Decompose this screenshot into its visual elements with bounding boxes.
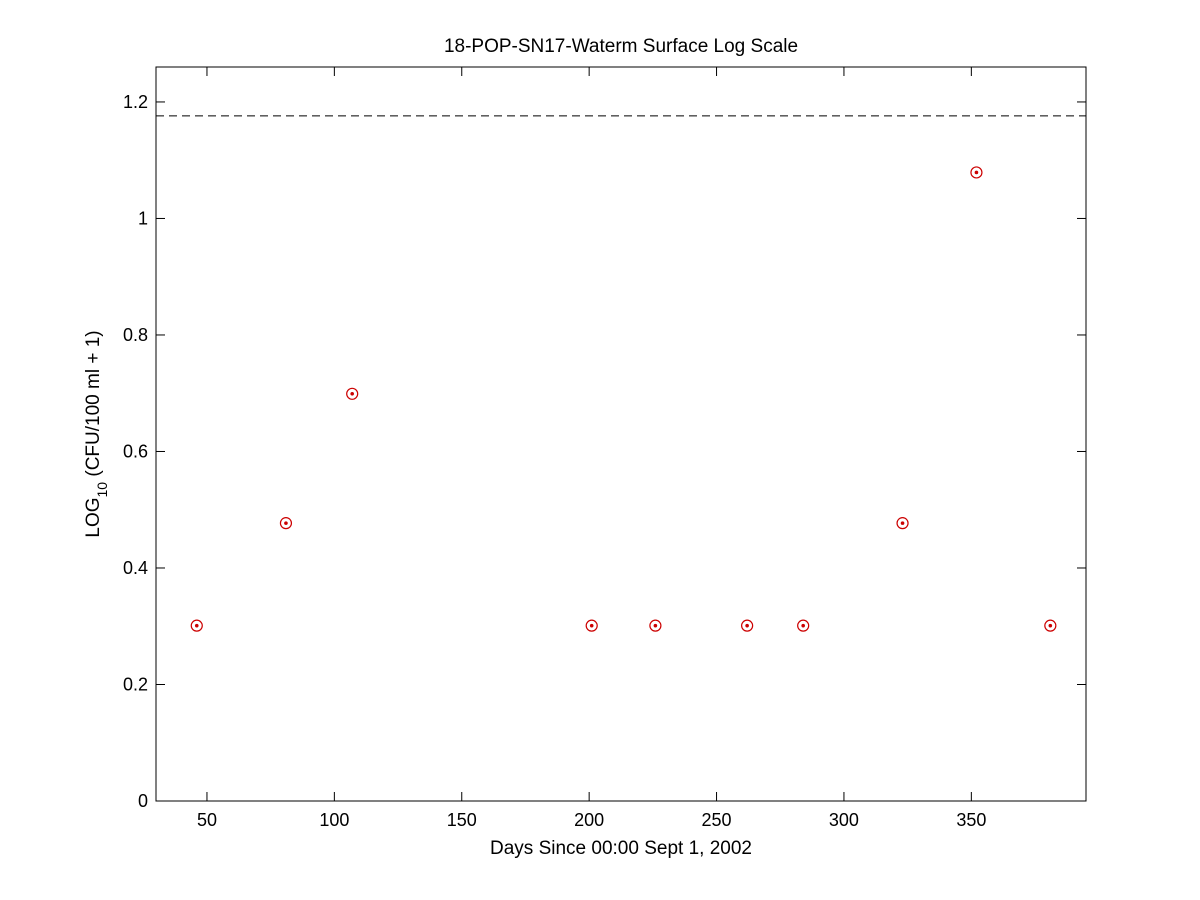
y-tick-label: 0.6: [123, 441, 148, 461]
data-point-ring: [279, 517, 293, 530]
x-tick-label: 350: [956, 810, 986, 830]
x-tick-label: 50: [197, 810, 217, 830]
data-point: [279, 517, 293, 530]
x-tick-label: 150: [447, 810, 477, 830]
data-point: [1044, 619, 1057, 632]
y-axis-label-subscript: 10: [94, 482, 110, 498]
data-point: [896, 517, 909, 530]
plot-area: [155, 66, 1087, 802]
y-tick-label: 0.2: [123, 674, 148, 694]
data-point: [970, 166, 983, 179]
data-point-dot: [900, 521, 905, 525]
data-points: [190, 166, 1057, 632]
data-point: [190, 619, 203, 632]
data-point-ring: [896, 517, 909, 530]
y-tick-label: 0.4: [123, 558, 148, 578]
x-tick-label: 200: [574, 810, 604, 830]
x-tick-label: 300: [829, 810, 859, 830]
data-point-dot: [974, 170, 979, 175]
data-point: [346, 387, 359, 400]
chart-title: 18-POP-SN17-Waterm Surface Log Scale: [444, 36, 798, 57]
y-tick-label: 1.2: [123, 92, 148, 112]
x-axis-label: Days Since 00:00 Sept 1, 2002: [490, 838, 752, 859]
data-point: [797, 619, 810, 632]
data-point-ring: [741, 619, 754, 632]
data-point: [585, 619, 598, 632]
data-point-ring: [970, 166, 983, 179]
y-tick-label: 0.8: [123, 325, 148, 345]
data-point-dot: [745, 623, 749, 628]
y-tick-label: 1: [138, 208, 148, 228]
x-tick-label: 100: [319, 810, 349, 830]
y-axis-label-prefix: LOG: [83, 497, 104, 537]
data-point-dot: [284, 521, 288, 525]
data-point-dot: [194, 623, 199, 628]
data-point-ring: [585, 619, 598, 632]
data-point-dot: [653, 623, 658, 628]
data-point-dot: [801, 623, 805, 628]
data-point: [741, 619, 754, 632]
data-point-ring: [190, 619, 203, 632]
data-point: [649, 619, 662, 632]
y-axis-label-suffix: (CFU/100 ml + 1): [83, 330, 104, 482]
data-point-ring: [649, 619, 662, 632]
axis-ticks: [156, 67, 1086, 802]
data-point-dot: [350, 392, 354, 396]
y-axis-label: LOG10 (CFU/100 ml + 1): [83, 330, 110, 537]
data-point-ring: [797, 619, 810, 632]
data-point-dot: [589, 623, 594, 628]
x-tick-label: 250: [702, 810, 732, 830]
data-point-ring: [1044, 619, 1057, 632]
y-tick-labels: 0 0.2 0.4 0.6 0.8 1 1.2: [123, 92, 148, 811]
data-point-ring: [346, 387, 359, 400]
y-tick-label: 0: [138, 791, 148, 811]
data-point-dot: [1048, 623, 1053, 628]
x-tick-labels: 50 100 150 200 250 300 350: [197, 810, 986, 830]
